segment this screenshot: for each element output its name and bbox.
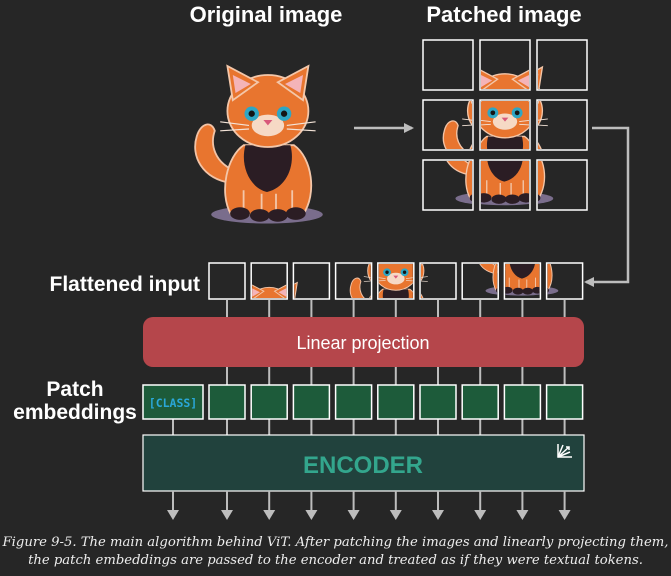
flattened-patch-tile	[503, 262, 542, 300]
embedding-box	[250, 384, 288, 420]
arrow-icon	[347, 491, 360, 520]
embedding-box	[208, 384, 246, 420]
embedding-box	[292, 384, 331, 420]
arrow-icon	[305, 491, 318, 520]
class-token-label: [CLASS]	[149, 396, 197, 410]
patch-tile	[536, 39, 588, 91]
flattened-patch-tile	[377, 262, 415, 300]
embedding-box	[419, 384, 457, 420]
caption-line-2: the patch embeddings are passed to the e…	[28, 553, 643, 568]
embedding-box	[503, 384, 542, 420]
embedding-box	[377, 384, 415, 420]
patch-tile	[479, 99, 531, 151]
patched-image-grid	[422, 39, 588, 211]
linear-projection-block	[143, 317, 584, 367]
original-cat-image	[194, 65, 324, 225]
arrow-icon	[558, 491, 571, 520]
patch-embeddings-label-line1: Patch	[46, 378, 103, 401]
encoder-output-arrows	[167, 491, 571, 520]
caption-line-1: Figure 9-5. The main algorithm behind Vi…	[2, 535, 669, 550]
arrow-icon	[516, 491, 529, 520]
patch-tile	[479, 159, 531, 211]
patch-tile	[536, 159, 588, 211]
patch-tile	[422, 159, 474, 211]
flattened-patch-tile	[334, 262, 373, 300]
arrow-icon	[432, 491, 444, 520]
patch-embeddings-label-line2: embeddings	[13, 401, 137, 424]
patch-tile	[422, 99, 474, 151]
flattened-input-row	[208, 262, 584, 300]
arrow-icon	[221, 491, 233, 520]
original-image-title: Original image	[190, 2, 343, 27]
patched-image-title: Patched image	[426, 2, 581, 27]
encoder-block	[142, 434, 585, 492]
flattened-patch-tile	[419, 262, 457, 300]
flattened-input-label: Flattened input	[50, 273, 201, 296]
patch-embedding-row	[208, 384, 584, 420]
class-token-box	[142, 384, 204, 420]
arrow-icon	[389, 491, 402, 520]
linear-projection-label: Linear projection	[296, 333, 429, 353]
embedding-box	[461, 384, 499, 420]
arrow-icon	[167, 491, 179, 520]
flattened-patch-tile	[461, 262, 499, 300]
embedding-box	[334, 384, 373, 420]
encoder-label: ENCODER	[303, 452, 423, 479]
expand-arrows-icon	[557, 444, 572, 458]
connector-lines	[172, 300, 566, 435]
figure-caption: Figure 9-5. The main algorithm behind Vi…	[0, 534, 671, 570]
arrow-icon	[263, 491, 276, 520]
arrow-icon	[584, 126, 630, 287]
flattened-patch-tile	[545, 262, 584, 300]
flattened-patch-tile	[250, 262, 288, 300]
patch-tile	[479, 39, 531, 91]
flattened-patch-tile	[292, 262, 331, 300]
patch-tile	[422, 39, 474, 91]
arrow-icon	[474, 491, 487, 520]
flattened-patch-tile	[208, 262, 246, 300]
embedding-box	[545, 384, 584, 420]
vit-diagram: Original image Patched image Flattened i…	[13, 2, 630, 520]
patch-tile	[536, 99, 588, 151]
